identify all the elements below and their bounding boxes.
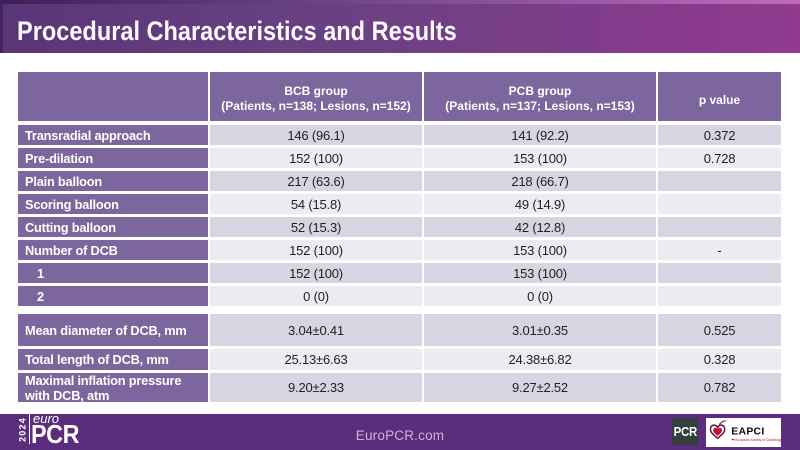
svg-text:EAPCI: EAPCI	[731, 427, 764, 438]
svg-text:❤ European Society of Cardiolo: ❤ European Society of Cardiology	[732, 438, 782, 442]
